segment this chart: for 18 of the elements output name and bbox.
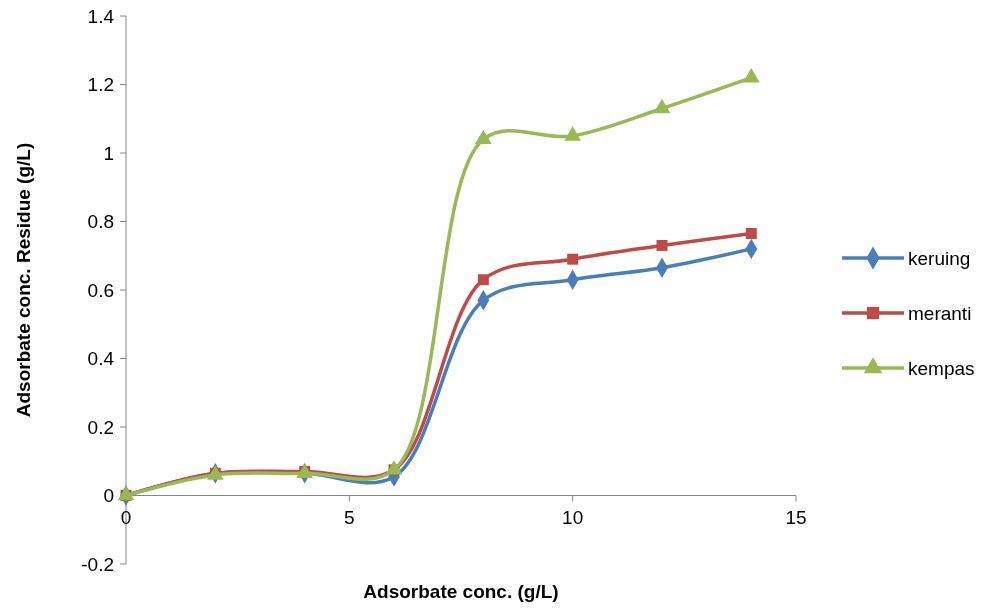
y-tick-label: 0.8 bbox=[87, 211, 114, 233]
legend-label: meranti bbox=[908, 302, 972, 324]
y-tick-label: -0.2 bbox=[81, 553, 114, 575]
x-tick-label: 15 bbox=[785, 506, 807, 528]
y-tick-label: 1.2 bbox=[87, 74, 114, 96]
x-tick-label: 10 bbox=[562, 506, 584, 528]
y-tick-label: 1.4 bbox=[87, 5, 115, 27]
x-tick-label: 0 bbox=[120, 506, 132, 528]
y-tick-label: 0.6 bbox=[87, 279, 114, 301]
x-axis-title: Adsorbate conc. (g/L) bbox=[363, 581, 559, 602]
y-tick-label: 0.4 bbox=[87, 348, 115, 370]
y-tick-label: 0.2 bbox=[87, 416, 114, 438]
legend-label: keruing bbox=[908, 247, 971, 269]
y-axis-title: Adsorbate conc. Residue (g/L) bbox=[13, 142, 34, 418]
y-tick-label: 1 bbox=[103, 142, 114, 164]
x-tick-label: 5 bbox=[344, 506, 355, 528]
legend-label: kempas bbox=[908, 357, 975, 379]
y-tick-label: 0 bbox=[103, 485, 114, 507]
